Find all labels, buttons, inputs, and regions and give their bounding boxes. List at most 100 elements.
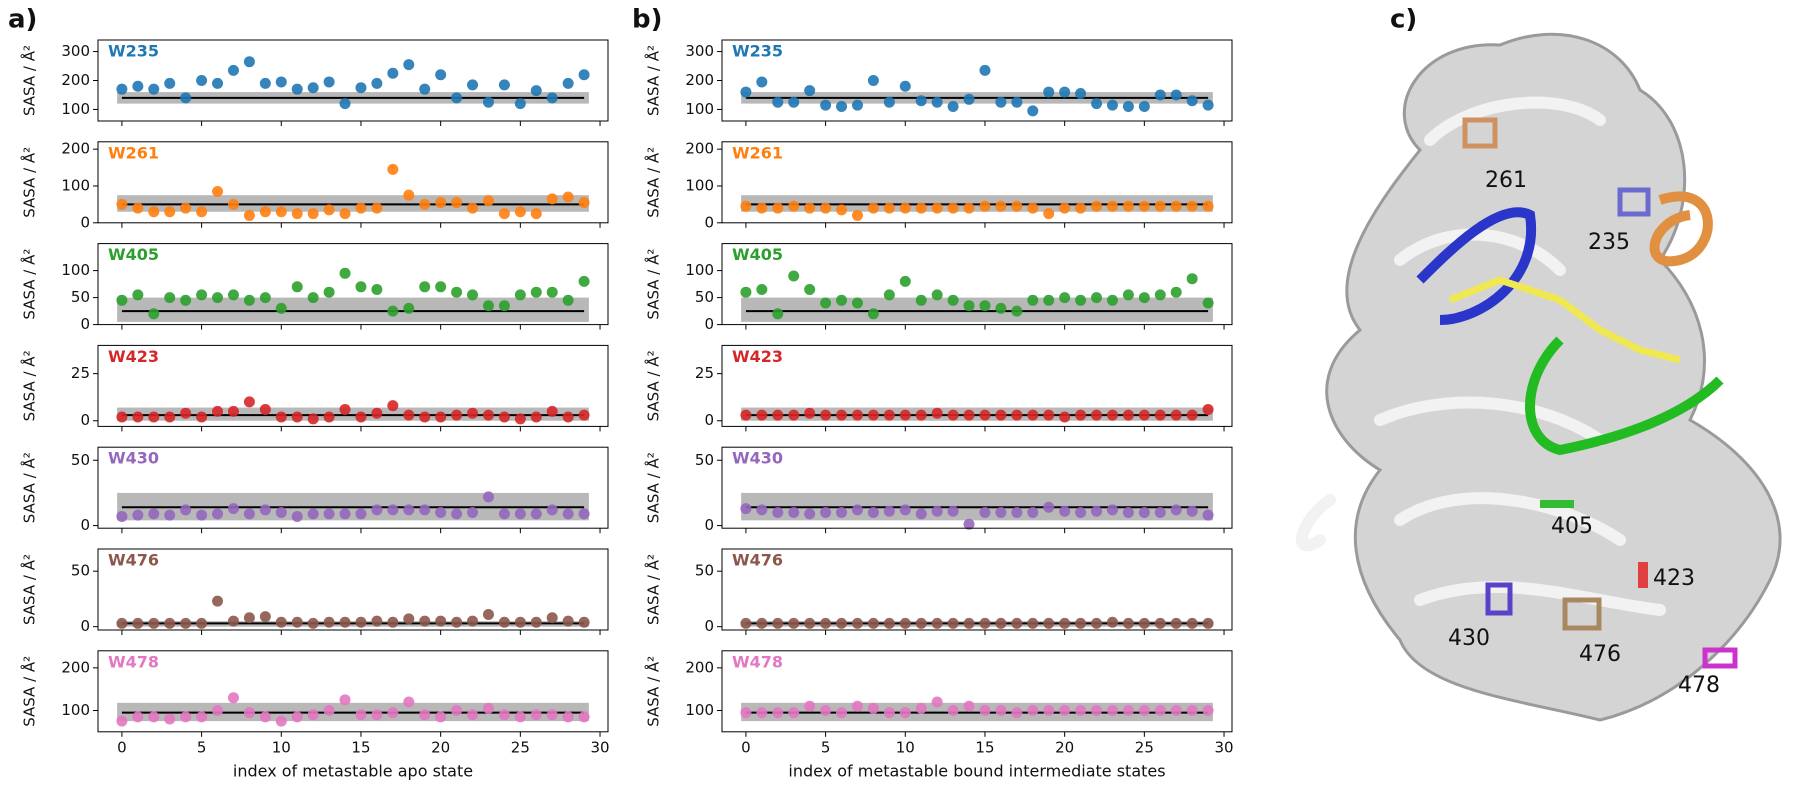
point xyxy=(963,700,975,712)
point xyxy=(740,286,752,298)
point xyxy=(1122,507,1134,519)
y-tick-label: 100 xyxy=(61,100,90,118)
point xyxy=(1170,200,1182,212)
point xyxy=(467,615,479,627)
point xyxy=(291,83,303,95)
point xyxy=(403,696,415,708)
x-tick-label: 20 xyxy=(431,738,450,756)
point xyxy=(180,202,192,214)
residue-235 xyxy=(1617,187,1651,217)
point xyxy=(323,204,335,216)
point xyxy=(772,202,784,214)
point xyxy=(387,305,399,317)
point xyxy=(116,510,128,522)
point xyxy=(979,617,991,629)
x-tick-label: 0 xyxy=(741,738,751,756)
point xyxy=(467,407,479,419)
series-name: W423 xyxy=(732,347,783,366)
point xyxy=(772,409,784,421)
point xyxy=(995,507,1007,519)
y-tick-label: 50 xyxy=(71,562,90,580)
point xyxy=(451,197,463,209)
x-tick-label: 25 xyxy=(511,738,530,756)
x-tick-label: 5 xyxy=(821,738,831,756)
point xyxy=(947,101,959,113)
point xyxy=(963,202,975,214)
y-tick-label: 300 xyxy=(685,42,714,60)
point xyxy=(804,407,816,419)
point xyxy=(371,407,383,419)
point xyxy=(1106,99,1118,111)
point xyxy=(788,507,800,519)
point xyxy=(578,616,590,628)
point xyxy=(180,294,192,306)
point xyxy=(243,508,255,520)
point xyxy=(546,92,558,104)
point xyxy=(1059,292,1071,304)
point xyxy=(164,713,176,725)
point xyxy=(915,294,927,306)
point xyxy=(883,505,895,517)
point xyxy=(756,284,768,295)
point xyxy=(467,289,479,301)
point xyxy=(530,208,542,220)
point xyxy=(148,411,160,423)
point xyxy=(323,286,335,298)
point xyxy=(227,692,239,704)
point xyxy=(212,186,224,198)
point xyxy=(1122,409,1134,421)
y-tick-label: 50 xyxy=(71,288,90,306)
point xyxy=(772,96,784,108)
point xyxy=(498,300,510,312)
point xyxy=(578,69,590,81)
point xyxy=(1202,99,1214,111)
point xyxy=(1075,294,1087,306)
point xyxy=(947,409,959,421)
y-tick-label: 100 xyxy=(685,261,714,279)
point xyxy=(915,202,927,214)
y-axis-label: SASA / Å² xyxy=(644,656,663,727)
point xyxy=(836,294,848,306)
point xyxy=(867,409,879,421)
y-tick-label: 0 xyxy=(80,516,90,534)
point xyxy=(116,411,128,423)
point xyxy=(546,709,558,721)
point xyxy=(371,202,383,214)
point xyxy=(562,294,574,306)
point xyxy=(275,715,287,727)
residue-label: 261 xyxy=(1485,168,1527,193)
point xyxy=(851,297,863,309)
point xyxy=(355,281,367,293)
point xyxy=(899,80,911,92)
point xyxy=(275,616,287,628)
point xyxy=(915,702,927,714)
point xyxy=(243,612,255,624)
ribbon-helix xyxy=(1296,96,1666,616)
point xyxy=(883,96,895,108)
y-axis-label: SASA / Å² xyxy=(644,452,663,523)
point xyxy=(212,405,224,417)
point xyxy=(947,617,959,629)
axes-frame xyxy=(721,446,1233,529)
point xyxy=(1075,409,1087,421)
point xyxy=(180,407,192,419)
point xyxy=(307,82,319,94)
point xyxy=(371,615,383,627)
residue-label: 430 xyxy=(1448,626,1490,651)
point xyxy=(339,267,351,279)
point xyxy=(323,76,335,88)
point xyxy=(578,197,590,209)
point xyxy=(164,206,176,218)
point xyxy=(259,611,271,623)
point xyxy=(1106,409,1118,421)
point xyxy=(403,613,415,625)
point xyxy=(196,617,208,629)
point xyxy=(275,206,287,218)
point xyxy=(323,508,335,520)
point xyxy=(915,508,927,520)
series-name: W476 xyxy=(108,551,159,570)
point xyxy=(947,294,959,306)
point xyxy=(419,281,431,293)
point xyxy=(291,616,303,628)
point xyxy=(498,709,510,721)
